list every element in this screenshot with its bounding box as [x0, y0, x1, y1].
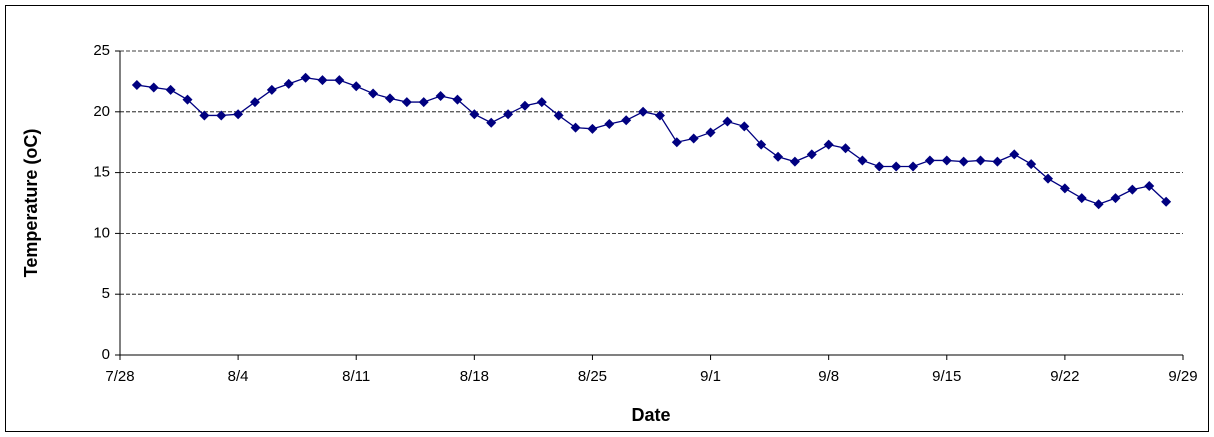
data-point: [503, 109, 514, 120]
y-tick-label: 0: [102, 346, 110, 363]
data-point: [604, 118, 615, 129]
data-point: [638, 106, 649, 117]
data-point: [975, 155, 986, 166]
data-point: [536, 97, 547, 108]
y-axis-title: Temperature (oC): [21, 129, 41, 278]
data-point: [992, 156, 1003, 167]
data-point: [705, 127, 716, 138]
data-point: [1144, 180, 1155, 191]
data-point: [722, 116, 733, 127]
data-point: [1026, 159, 1037, 170]
data-point: [806, 149, 817, 160]
x-tick-label: 8/25: [578, 368, 607, 385]
data-point: [317, 75, 328, 86]
data-point: [486, 117, 497, 128]
x-tick-label: 9/1: [700, 368, 721, 385]
x-tick-label: 9/29: [1168, 368, 1197, 385]
data-point: [756, 139, 767, 150]
data-point: [1161, 196, 1172, 207]
data-point: [958, 156, 969, 167]
data-point: [874, 161, 885, 172]
x-tick-label: 8/18: [460, 368, 489, 385]
data-point: [435, 90, 446, 101]
x-axis-title: Date: [631, 405, 670, 425]
data-point: [249, 97, 260, 108]
data-point: [1127, 184, 1138, 195]
data-point: [908, 161, 919, 172]
data-point: [401, 97, 412, 108]
data-point: [368, 88, 379, 99]
data-point: [840, 143, 851, 154]
x-tick-label: 7/28: [105, 368, 134, 385]
data-point: [182, 94, 193, 105]
data-point: [148, 82, 159, 93]
data-point: [1093, 199, 1104, 210]
data-point: [924, 155, 935, 166]
chart-border: [5, 5, 1209, 432]
data-point: [553, 110, 564, 121]
data-point: [418, 97, 429, 108]
data-point: [570, 122, 581, 133]
data-point: [469, 109, 480, 120]
x-tick-label: 8/11: [342, 368, 370, 385]
data-point: [384, 93, 395, 104]
y-tick-label: 20: [93, 103, 110, 120]
data-point: [621, 115, 632, 126]
data-point: [519, 100, 530, 111]
y-tick-label: 5: [102, 285, 110, 302]
y-tick-label: 15: [93, 164, 110, 181]
y-tick-label: 25: [93, 42, 110, 59]
data-point: [1059, 183, 1070, 194]
data-point: [216, 110, 227, 121]
data-point: [1076, 193, 1087, 204]
x-tick-label: 8/4: [228, 368, 249, 385]
data-point: [351, 81, 362, 92]
data-point: [131, 80, 142, 91]
data-point: [300, 72, 311, 83]
x-tick-label: 9/8: [818, 368, 839, 385]
data-point: [587, 123, 598, 134]
data-point: [266, 84, 277, 95]
data-point: [789, 156, 800, 167]
y-tick-label: 10: [93, 224, 110, 241]
data-point: [891, 161, 902, 172]
data-point: [941, 155, 952, 166]
data-point: [739, 121, 750, 132]
x-tick-label: 9/15: [932, 368, 961, 385]
data-point: [283, 78, 294, 89]
data-point: [1043, 173, 1054, 184]
data-point: [199, 110, 210, 121]
data-point: [823, 139, 834, 150]
x-tick-label: 9/22: [1050, 368, 1079, 385]
data-point: [688, 133, 699, 144]
data-point: [165, 84, 176, 95]
data-point: [857, 155, 868, 166]
data-point: [1009, 149, 1020, 160]
data-point: [334, 75, 345, 86]
data-point: [452, 94, 463, 105]
data-point: [1110, 193, 1121, 204]
data-point: [773, 151, 784, 162]
data-point: [671, 137, 682, 148]
data-point: [233, 109, 244, 120]
data-point: [654, 110, 665, 121]
